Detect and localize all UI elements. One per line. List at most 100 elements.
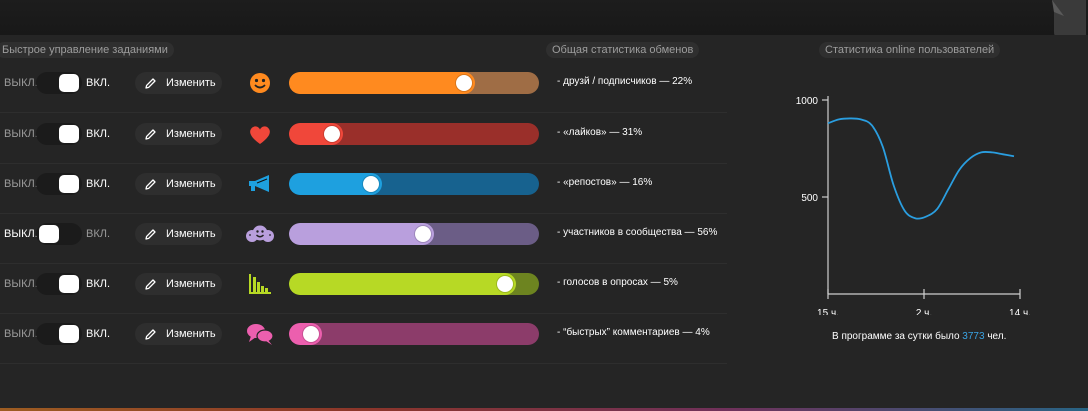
tasks-section-title: Быстрое управление заданиями bbox=[0, 42, 174, 58]
online-users-chart: 500 1000 15 ч. 2 ч. 14 ч. bbox=[780, 85, 1040, 319]
smiley-icon bbox=[245, 70, 275, 96]
y-tick-label: 500 bbox=[801, 193, 818, 204]
slider-handle[interactable] bbox=[363, 176, 379, 192]
row-divider bbox=[0, 112, 727, 113]
page-fold-icon bbox=[1052, 0, 1086, 38]
task-toggle[interactable] bbox=[36, 323, 82, 345]
exchange-stat-text: - “быстрых” комментариев — 4% bbox=[557, 327, 710, 338]
slider-fill bbox=[289, 72, 475, 94]
row-divider bbox=[0, 163, 727, 164]
slider-track bbox=[289, 323, 539, 345]
edit-button-label: Изменить bbox=[166, 77, 216, 89]
toggle-off-label: ВЫКЛ. bbox=[4, 228, 38, 240]
task-row: ВЫКЛ. ВКЛ. Изменить - «репостов» — 16% bbox=[0, 164, 727, 214]
slider-handle[interactable] bbox=[456, 75, 472, 91]
pencil-icon bbox=[145, 129, 156, 140]
daily-users-prefix: В программе за сутки было bbox=[832, 331, 960, 342]
pencil-icon bbox=[145, 279, 156, 290]
stats-section-title: Общая статистика обменов bbox=[546, 42, 700, 58]
toggle-off-label: ВЫКЛ. bbox=[4, 128, 38, 140]
task-level-slider[interactable] bbox=[289, 323, 539, 345]
group-icon bbox=[245, 221, 275, 247]
task-toggle[interactable] bbox=[36, 123, 82, 145]
row-divider bbox=[0, 313, 727, 314]
task-level-slider[interactable] bbox=[289, 72, 539, 94]
pencil-icon bbox=[145, 78, 156, 89]
exchange-stat-text: - голосов в опросах — 5% bbox=[557, 277, 678, 288]
toggle-knob[interactable] bbox=[59, 275, 79, 293]
toggle-on-label: ВКЛ. bbox=[86, 228, 111, 240]
bottom-accent-line bbox=[0, 408, 1088, 411]
daily-users-note: В программе за сутки было 3773 чел. bbox=[832, 331, 1006, 342]
edit-button-label: Изменить bbox=[166, 178, 216, 190]
task-row: ВЫКЛ. ВКЛ. Изменить - «лайков» — 31% bbox=[0, 114, 727, 164]
row-divider bbox=[0, 363, 727, 364]
online-users-line bbox=[827, 117, 1015, 220]
bar-chart-icon bbox=[245, 271, 275, 297]
pencil-icon bbox=[145, 179, 156, 190]
toggle-knob[interactable] bbox=[59, 325, 79, 343]
toggle-knob[interactable] bbox=[59, 74, 79, 92]
edit-button-label: Изменить bbox=[166, 328, 216, 340]
slider-handle[interactable] bbox=[324, 126, 340, 142]
toggle-knob[interactable] bbox=[39, 225, 59, 243]
toggle-on-label: ВКЛ. bbox=[86, 128, 111, 140]
task-toggle[interactable] bbox=[36, 223, 82, 245]
slider-handle[interactable] bbox=[497, 276, 513, 292]
chart-svg: 500 1000 15 ч. 2 ч. 14 ч. bbox=[796, 96, 1031, 319]
heart-icon bbox=[245, 121, 275, 147]
exchange-stat-text: - «репостов» — 16% bbox=[557, 177, 653, 188]
toggle-on-label: ВКЛ. bbox=[86, 77, 111, 89]
task-toggle[interactable] bbox=[36, 273, 82, 295]
task-row: ВЫКЛ. ВКЛ. Изменить - участников в сообщ… bbox=[0, 214, 727, 264]
chat-bubbles-icon bbox=[245, 321, 275, 347]
toggle-knob[interactable] bbox=[59, 125, 79, 143]
task-level-slider[interactable] bbox=[289, 223, 539, 245]
slider-handle[interactable] bbox=[303, 326, 319, 342]
edit-button[interactable]: Изменить bbox=[135, 123, 222, 145]
task-row: ВЫКЛ. ВКЛ. Изменить - голосов в опросах … bbox=[0, 264, 727, 314]
toggle-off-label: ВЫКЛ. bbox=[4, 278, 38, 290]
slider-handle[interactable] bbox=[415, 226, 431, 242]
exchange-stat-text: - друзй / подписчиков — 22% bbox=[557, 76, 693, 87]
toggle-on-label: ВКЛ. bbox=[86, 278, 111, 290]
edit-button-label: Изменить bbox=[166, 228, 216, 240]
y-tick-label: 1000 bbox=[796, 96, 819, 107]
slider-fill bbox=[289, 223, 434, 245]
toggle-off-label: ВЫКЛ. bbox=[4, 178, 38, 190]
row-divider bbox=[0, 213, 727, 214]
daily-users-suffix: чел. bbox=[987, 331, 1007, 342]
online-section-title: Статистика online пользователей bbox=[819, 42, 1001, 58]
edit-button-label: Изменить bbox=[166, 128, 216, 140]
toggle-off-label: ВЫКЛ. bbox=[4, 77, 38, 89]
x-tick-label: 2 ч. bbox=[916, 308, 932, 315]
daily-users-count: 3773 bbox=[962, 331, 985, 342]
edit-button[interactable]: Изменить bbox=[135, 273, 222, 295]
edit-button[interactable]: Изменить bbox=[135, 323, 222, 345]
task-row: ВЫКЛ. ВКЛ. Изменить - “быстрых” коммента… bbox=[0, 314, 727, 364]
row-divider bbox=[0, 263, 727, 264]
task-toggle[interactable] bbox=[36, 173, 82, 195]
toggle-on-label: ВКЛ. bbox=[86, 328, 111, 340]
edit-button[interactable]: Изменить bbox=[135, 223, 222, 245]
toggle-off-label: ВЫКЛ. bbox=[4, 328, 38, 340]
pencil-icon bbox=[145, 229, 156, 240]
toggle-knob[interactable] bbox=[59, 175, 79, 193]
task-row: ВЫКЛ. ВКЛ. Изменить - друзй / подписчико… bbox=[0, 63, 727, 113]
pencil-icon bbox=[145, 329, 156, 340]
task-toggle[interactable] bbox=[36, 72, 82, 94]
toggle-on-label: ВКЛ. bbox=[86, 178, 111, 190]
top-bar bbox=[0, 0, 1088, 36]
exchange-stat-text: - участников в сообщества — 56% bbox=[557, 227, 718, 238]
edit-button[interactable]: Изменить bbox=[135, 173, 222, 195]
slider-track bbox=[289, 123, 539, 145]
edit-button-label: Изменить bbox=[166, 278, 216, 290]
edit-button[interactable]: Изменить bbox=[135, 72, 222, 94]
megaphone-icon bbox=[245, 171, 275, 197]
slider-fill bbox=[289, 273, 516, 295]
task-level-slider[interactable] bbox=[289, 123, 539, 145]
exchange-stat-text: - «лайков» — 31% bbox=[557, 127, 643, 138]
task-level-slider[interactable] bbox=[289, 273, 539, 295]
task-level-slider[interactable] bbox=[289, 173, 539, 195]
x-tick-label: 14 ч. bbox=[1009, 308, 1031, 315]
